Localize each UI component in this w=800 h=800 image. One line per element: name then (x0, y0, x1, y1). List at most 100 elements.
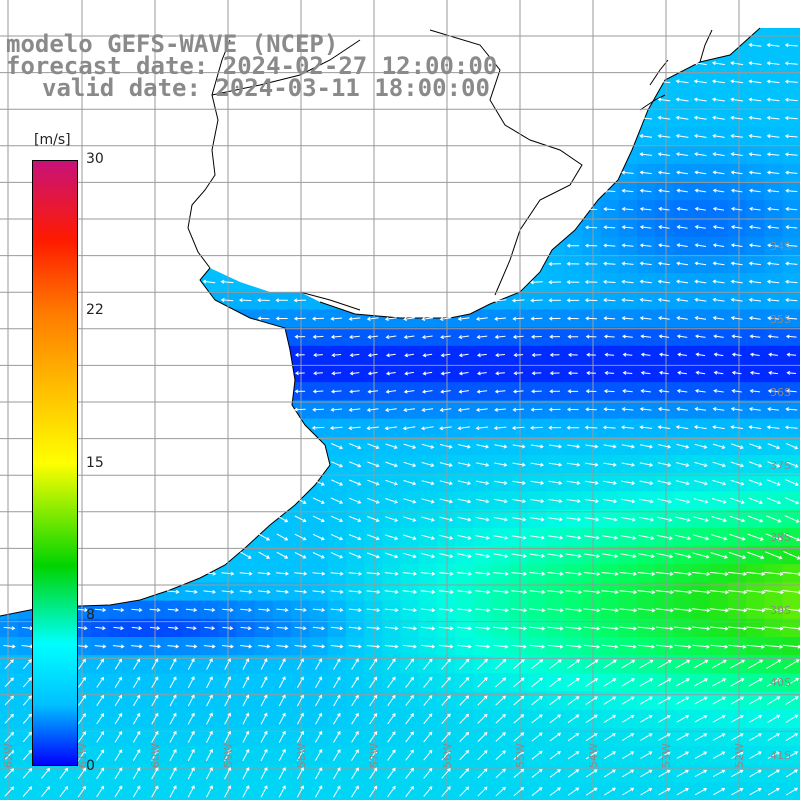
wind-arrow (675, 115, 689, 120)
wind-arrow (674, 644, 692, 649)
wind-arrow (731, 751, 744, 759)
wind-arrow (693, 133, 707, 138)
wind-arrow (657, 79, 671, 84)
wind-arrow (331, 461, 344, 468)
wind-arrow (423, 731, 433, 743)
wind-arrow (477, 695, 488, 706)
wind-arrow (712, 152, 725, 157)
wind-arrow (187, 748, 195, 762)
wind-arrow (349, 353, 360, 358)
wind-arrow (657, 696, 672, 705)
wind-arrow (441, 695, 451, 706)
wind-arrow (749, 461, 763, 468)
wind-arrow (387, 694, 396, 707)
wind-arrow (639, 316, 652, 321)
wind-arrow (205, 767, 213, 780)
wind-arrow (204, 608, 216, 613)
wind-arrow (384, 316, 397, 321)
wind-arrow (730, 243, 743, 248)
wind-arrow (278, 676, 286, 689)
wind-arrow (385, 371, 396, 376)
wind-arrow (745, 590, 766, 595)
wind-arrow (385, 443, 398, 449)
wind-arrow (494, 334, 506, 339)
wind-arrow (169, 767, 177, 780)
wind-arrow (566, 517, 582, 522)
wind-arrow (785, 225, 798, 230)
wind-arrow (658, 444, 672, 449)
wind-arrow (224, 785, 232, 798)
wind-arrow (622, 787, 635, 796)
wind-arrow (602, 517, 618, 522)
wind-arrow (766, 79, 780, 84)
wind-arrow (548, 261, 562, 267)
wind-arrow (548, 517, 563, 522)
wind-arrow (239, 571, 253, 576)
wind-arrow (601, 590, 619, 595)
wind-arrow (603, 733, 616, 742)
wind-arrow (604, 769, 616, 778)
wind-arrow (369, 712, 378, 725)
wind-arrow (621, 462, 636, 467)
wind-arrow (477, 750, 488, 761)
wind-arrow (312, 334, 324, 339)
wind-arrow (296, 658, 304, 670)
wind-arrow (333, 767, 341, 780)
wind-arrow (494, 316, 506, 321)
wind-arrow (314, 730, 323, 743)
wind-arrow (694, 152, 707, 157)
wind-arrow (764, 644, 784, 649)
wind-arrow (782, 626, 800, 631)
wind-arrow (657, 170, 670, 175)
wind-arrow (202, 279, 216, 284)
wind-arrow (621, 425, 634, 430)
wind-arrow (619, 590, 638, 595)
wind-arrow (348, 626, 362, 631)
wind-arrow (369, 694, 378, 707)
wind-arrow (531, 732, 543, 742)
wind-arrow (712, 188, 725, 193)
wind-arrow (657, 480, 672, 486)
wind-arrow (423, 713, 433, 725)
wind-arrow (351, 676, 359, 688)
wind-arrow (22, 677, 32, 688)
wind-arrow (639, 696, 653, 705)
wind-arrow (366, 644, 381, 649)
wind-arrow (348, 644, 362, 649)
wind-arrow (584, 261, 598, 266)
wind-arrow (421, 498, 435, 504)
wind-arrow (621, 498, 636, 504)
wind-arrow (132, 712, 141, 725)
wind-arrow (513, 786, 525, 797)
wind-arrow (495, 695, 506, 706)
lon-label-53W: 53W (660, 743, 673, 768)
wind-arrow (315, 658, 323, 670)
wind-arrow (405, 676, 414, 688)
wind-arrow (313, 353, 323, 358)
wind-arrow (730, 188, 743, 193)
wind-arrow (114, 767, 123, 780)
wind-arrow (403, 498, 417, 504)
wind-arrow (565, 608, 583, 613)
wind-arrow (224, 767, 232, 780)
wind-arrow (421, 389, 433, 394)
wind-arrow (529, 626, 546, 631)
wind-arrow (22, 749, 33, 761)
wind-arrow (584, 425, 598, 430)
wind-arrow (511, 608, 528, 613)
wind-arrow (603, 714, 617, 723)
wind-arrow (675, 79, 689, 84)
wind-arrow (494, 462, 508, 467)
valid-date: valid date: 2024-03-11 18:00:00 (42, 74, 490, 102)
wind-arrow (785, 334, 797, 339)
wind-arrow (676, 388, 688, 393)
wind-arrow (601, 553, 619, 558)
wind-arrow (656, 552, 674, 559)
wind-arrow (187, 712, 195, 725)
wind-arrow (711, 659, 727, 669)
wind-arrow (369, 749, 378, 761)
wind-arrow (747, 515, 764, 523)
wind-arrow (366, 552, 380, 559)
wind-arrow (475, 407, 488, 412)
wind-arrow (694, 787, 708, 796)
